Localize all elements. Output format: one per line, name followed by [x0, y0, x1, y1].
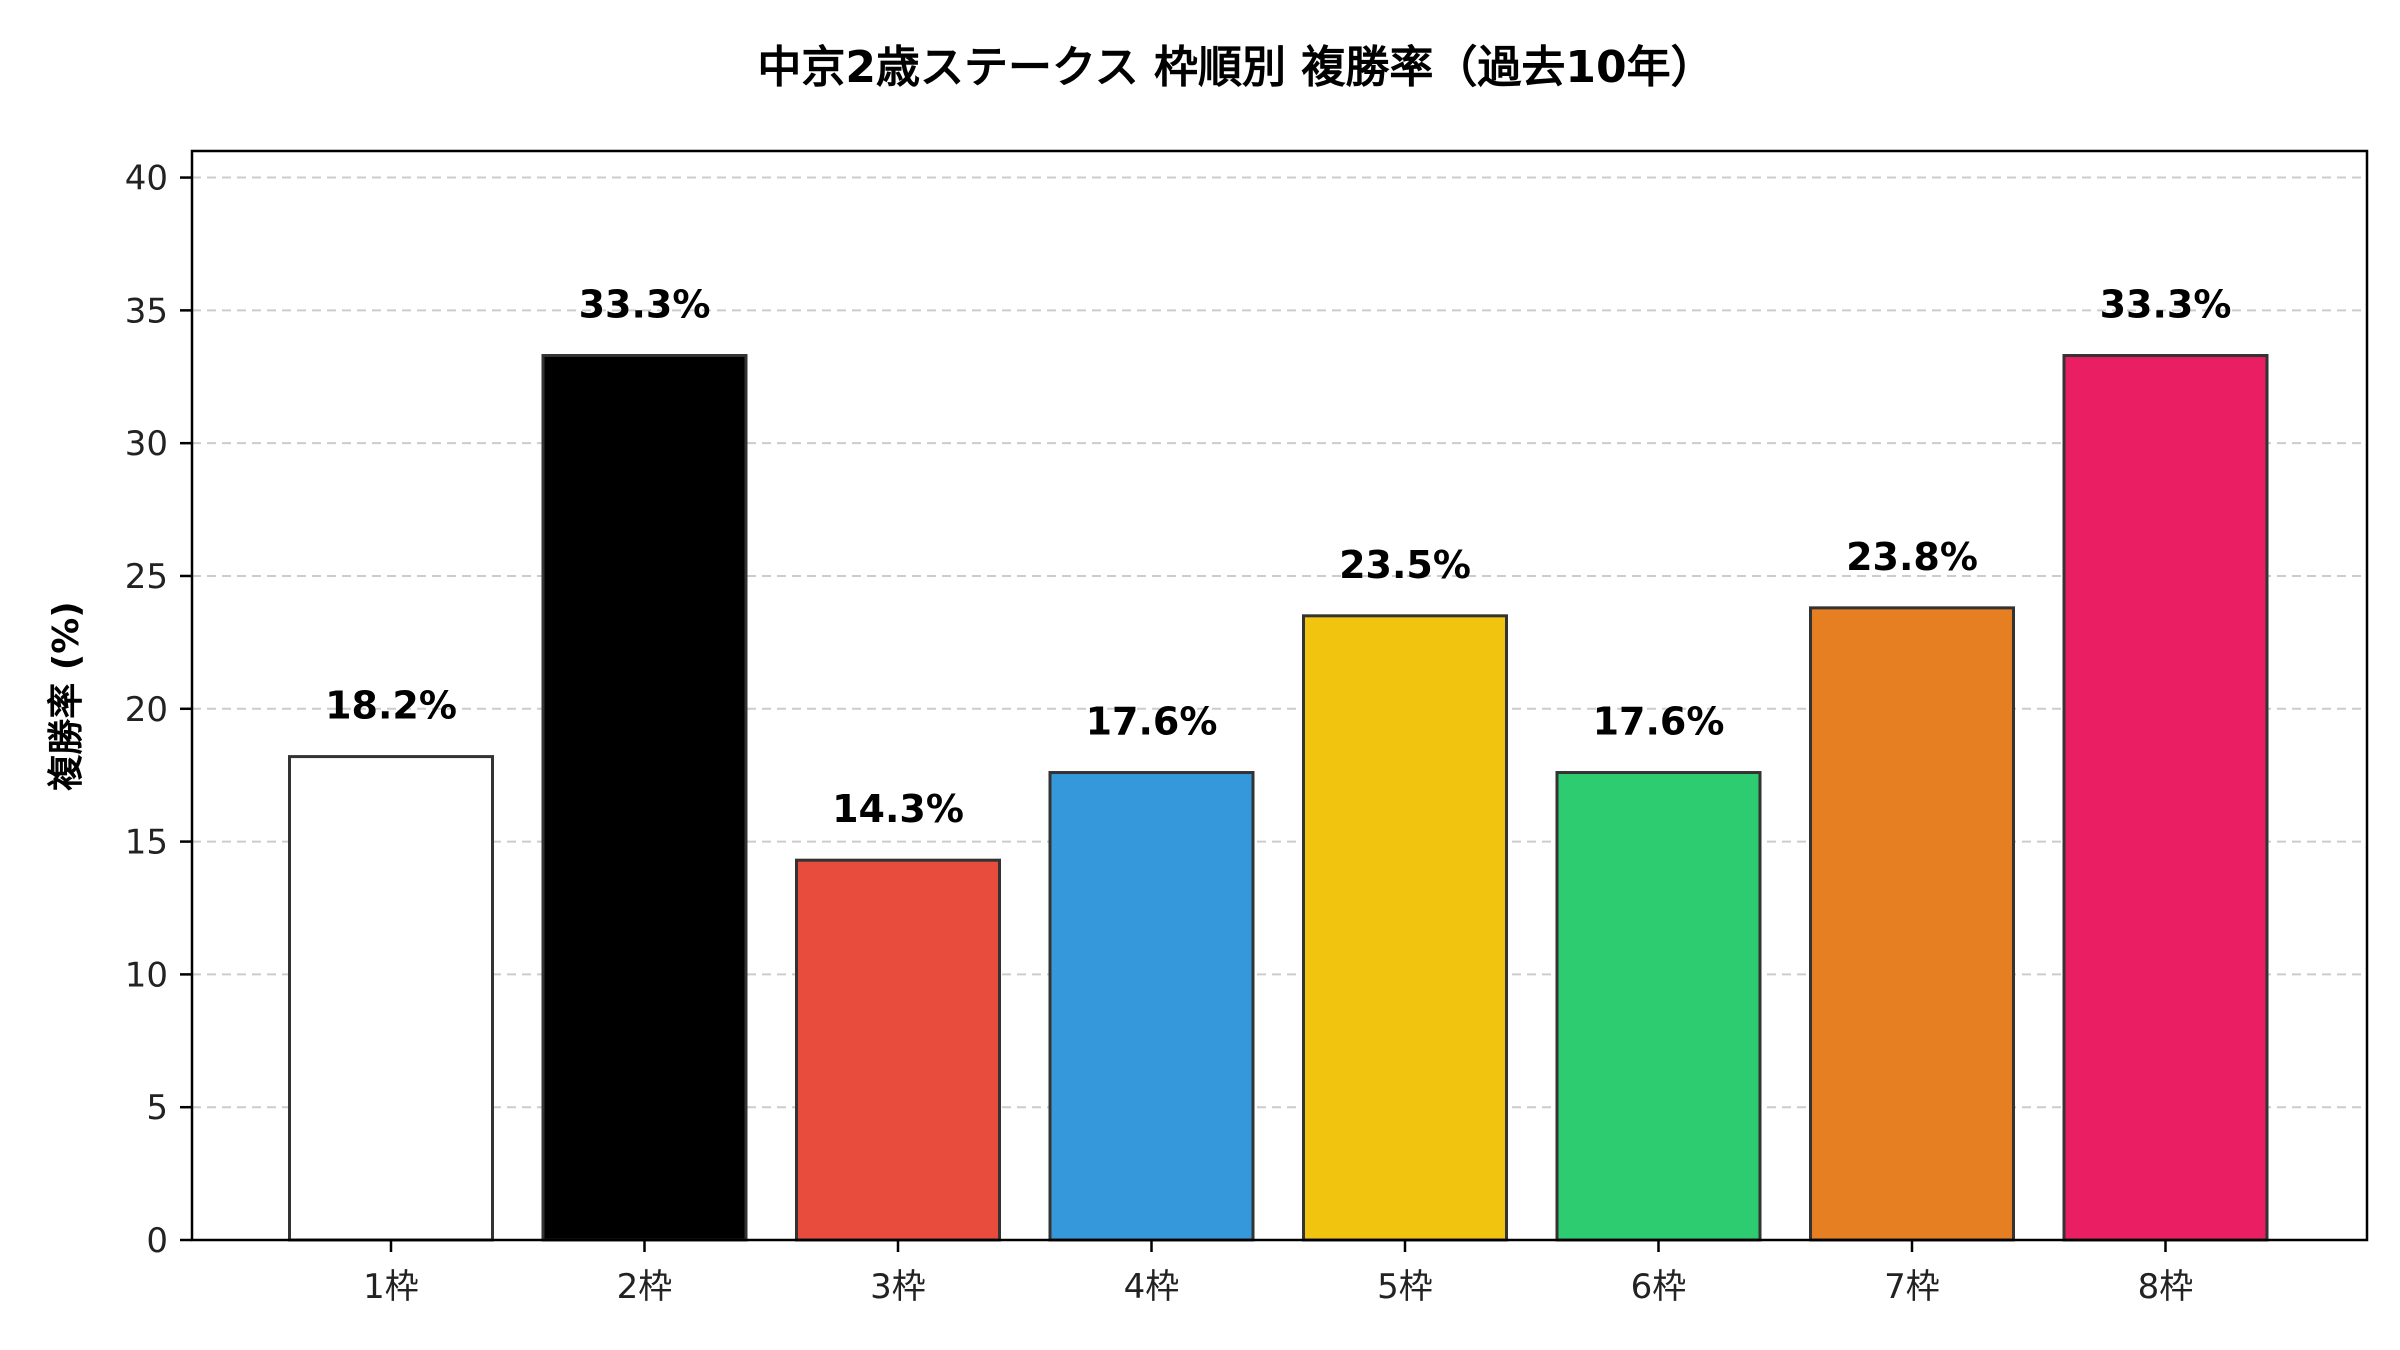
y-tick-label-10: 10 — [125, 955, 168, 995]
bar-7枠 — [1809, 606, 2015, 1242]
x-tick-label-4枠: 4枠 — [1124, 1267, 1180, 1307]
y-tick-label-30: 30 — [125, 424, 168, 464]
data-label-7枠: 23.8% — [1846, 535, 1978, 579]
data-label-8枠: 33.3% — [2100, 283, 2232, 327]
data-label-5枠: 23.5% — [1339, 543, 1471, 587]
x-tick-label-3枠: 3枠 — [870, 1267, 926, 1307]
y-tick-label-15: 15 — [125, 823, 168, 863]
data-label-3枠: 14.3% — [832, 787, 964, 831]
data-label-4枠: 17.6% — [1086, 700, 1218, 744]
y-tick-label-25: 25 — [125, 557, 168, 597]
x-tick-label-2枠: 2枠 — [617, 1267, 673, 1307]
y-tick-label-35: 35 — [125, 291, 168, 331]
y-tick-label-5: 5 — [146, 1088, 168, 1128]
x-tick-label-6枠: 6枠 — [1631, 1267, 1687, 1307]
bar-6枠 — [1555, 771, 1762, 1242]
bar-1枠 — [288, 755, 494, 1242]
y-tick-label-20: 20 — [125, 690, 168, 730]
bar-8枠 — [2062, 354, 2269, 1242]
x-tick-label-8枠: 8枠 — [2138, 1267, 2194, 1307]
data-label-6枠: 17.6% — [1593, 700, 1725, 744]
x-tick-label-7枠: 7枠 — [1884, 1267, 1940, 1307]
data-label-1枠: 18.2% — [325, 684, 457, 728]
y-tick-label-40: 40 — [125, 159, 168, 199]
y-axis-label: 複勝率 (%) — [46, 601, 87, 791]
chart-title: 中京2歳ステークス 枠順別 複勝率（過去10年） — [757, 42, 1714, 93]
x-tick-label-5枠: 5枠 — [1377, 1267, 1433, 1307]
data-labels: 18.2% 33.3% 14.3% 17.6% 23.5% 17.6% 23.8% 33.3% — [325, 283, 2231, 832]
bar-3枠 — [795, 858, 1001, 1242]
bar-5枠 — [1302, 614, 1508, 1242]
axes: 0 5 10 15 20 25 30 35 40 1枠 2枠 3枠 4枠 5枠 6枠 7枠 8枠 — [125, 149, 2369, 1307]
data-label-2枠: 33.3% — [579, 283, 711, 327]
y-tick-label-0: 0 — [146, 1221, 168, 1261]
x-tick-label-1枠: 1枠 — [363, 1267, 419, 1307]
plot-frame — [190, 149, 2369, 1242]
bar-2枠 — [541, 354, 748, 1242]
bar-4枠 — [1048, 771, 1255, 1242]
bars — [288, 354, 2269, 1242]
